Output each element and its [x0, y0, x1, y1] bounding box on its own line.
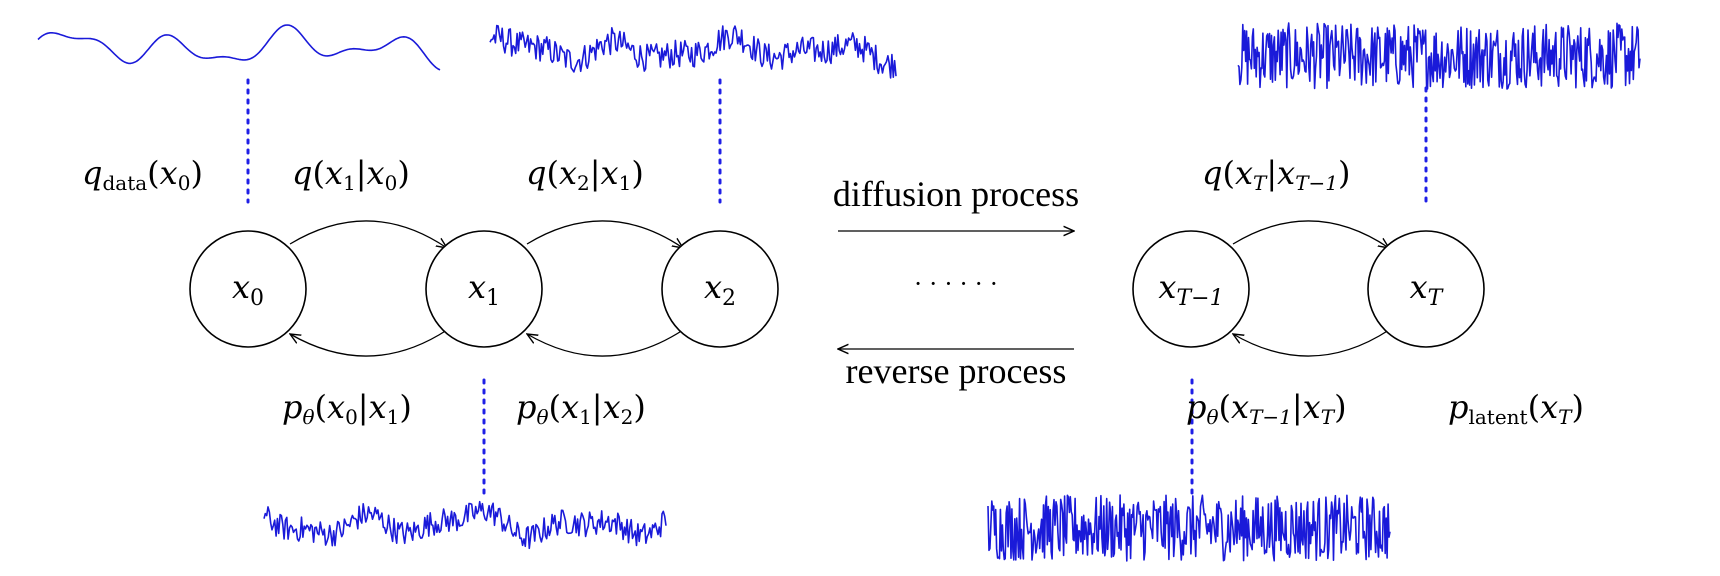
x2-waveform	[489, 24, 897, 79]
node-x0: x0	[189, 230, 307, 348]
chain-ellipsis: · · · · · ·	[914, 269, 998, 298]
xT1-noise-waveform	[987, 494, 1391, 562]
node-xT1-label: xT−1	[1158, 268, 1223, 311]
node-x1: x1	[425, 230, 543, 348]
p-latent-label: platent(xT)	[1448, 388, 1584, 429]
node-xT1-circle	[1132, 230, 1250, 348]
forward-edge-xT1-xT	[1232, 220, 1389, 248]
q-xT-given-xT1-label: q(xT|xT−1)	[1202, 154, 1351, 195]
node-x1-label: x1	[468, 268, 500, 311]
forward-edge-x0-x1	[289, 220, 447, 248]
p-x0-given-x1-label: pθ(x0|x1)	[282, 388, 412, 429]
forward-edge-x1-x2	[526, 220, 683, 248]
data-waveform	[37, 24, 441, 71]
reverse-edge-xT-xT1	[1233, 329, 1390, 357]
x1-waveform	[263, 500, 667, 550]
node-x2-label: x2	[704, 268, 736, 311]
diffusion-process-label: diffusion process	[833, 174, 1079, 214]
reverse-process-label: reverse process	[846, 351, 1067, 391]
node-xT-label: xT	[1410, 268, 1445, 311]
node-x2: x2	[661, 230, 779, 348]
node-xT-circle	[1367, 230, 1485, 348]
node-x2-circle	[661, 230, 779, 348]
q-x1-given-x0-label: q(x1|x0)	[292, 154, 410, 195]
node-xT: xT	[1367, 230, 1485, 348]
node-xT1: xT−1	[1132, 230, 1250, 348]
reverse-edge-x1-x0	[290, 329, 448, 357]
p-x1-given-x2-label: pθ(x1|x2)	[516, 388, 646, 429]
node-x0-circle	[189, 230, 307, 348]
q-data-label: qdata(x0)	[82, 154, 203, 195]
node-x0-label: x0	[232, 268, 264, 311]
xT-noise-waveform	[1237, 22, 1641, 90]
reverse-edge-x2-x1	[527, 329, 684, 357]
node-x1-circle	[425, 230, 543, 348]
q-x2-given-x1-label: q(x2|x1)	[526, 154, 644, 195]
p-xT1-given-xT-label: pθ(xT−1|xT)	[1186, 388, 1347, 429]
